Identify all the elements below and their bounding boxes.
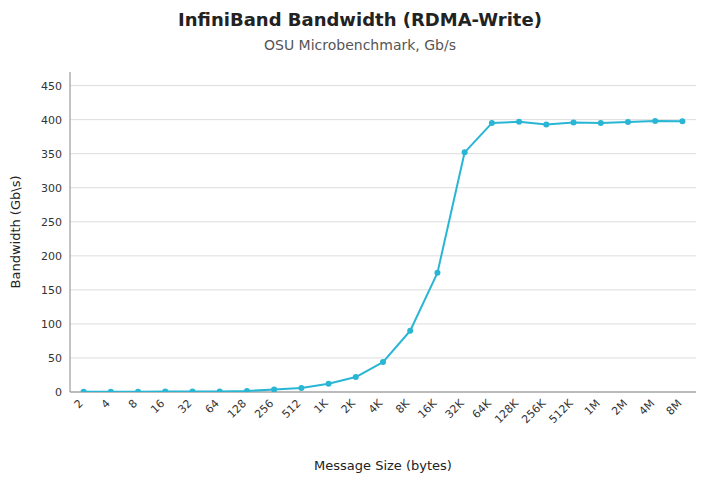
y-tick-label: 150 xyxy=(41,284,62,297)
y-tick-label: 400 xyxy=(41,114,62,127)
marker xyxy=(298,385,304,391)
marker xyxy=(135,389,141,392)
marker xyxy=(326,381,332,387)
x-tick-label: 8M xyxy=(664,397,685,418)
grid-line xyxy=(70,255,696,256)
y-tick-label: 100 xyxy=(41,318,62,331)
marker xyxy=(489,120,495,126)
marker xyxy=(679,118,685,124)
marker xyxy=(434,270,440,276)
marker xyxy=(217,388,223,392)
y-tick-label: 50 xyxy=(48,352,62,365)
grid-line xyxy=(70,119,696,120)
grid-line xyxy=(70,323,696,324)
x-tick-label: 2M xyxy=(609,397,630,418)
grid-line xyxy=(70,187,696,188)
x-tick-label: 128K xyxy=(492,396,522,426)
y-tick-label: 350 xyxy=(41,148,62,161)
y-tick-label: 300 xyxy=(41,182,62,195)
grid-line xyxy=(70,85,696,86)
series xyxy=(81,118,686,392)
x-tick-label: 64 xyxy=(203,397,222,416)
marker xyxy=(571,119,577,125)
marker xyxy=(462,149,468,155)
marker xyxy=(407,328,413,334)
marker xyxy=(625,119,631,125)
x-tick-label: 1M xyxy=(582,397,603,418)
marker xyxy=(652,118,658,124)
marker xyxy=(271,387,277,392)
marker xyxy=(380,359,386,365)
x-tick-label: 4M xyxy=(636,397,657,418)
x-tick-label: 4 xyxy=(99,397,113,411)
x-tick-label: 16 xyxy=(148,397,167,416)
marker xyxy=(162,389,168,392)
marker xyxy=(189,389,195,392)
x-tick-label: 16K xyxy=(415,396,440,421)
x-tick-label: 512K xyxy=(546,396,576,426)
grid-line xyxy=(70,221,696,222)
grid-line xyxy=(70,153,696,154)
subtitle: OSU Microbenchmark, Gb/s xyxy=(264,37,456,53)
x-tick-label: 64K xyxy=(470,396,495,421)
marker xyxy=(108,389,114,392)
y-tick-label: 200 xyxy=(41,250,62,263)
x-tick-label: 2K xyxy=(339,396,359,416)
x-tick-label: 32 xyxy=(176,397,195,416)
grid-line xyxy=(70,357,696,358)
grid-line xyxy=(70,289,696,290)
x-tick-label: 8K xyxy=(393,396,413,416)
x-tick-label: 128 xyxy=(225,397,249,421)
marker xyxy=(353,374,359,380)
y-axis xyxy=(70,72,71,392)
line xyxy=(84,121,683,392)
x-tick-label: 512 xyxy=(279,397,303,421)
x-tick-label: 4K xyxy=(366,396,386,416)
x-tick-label: 32K xyxy=(443,396,468,421)
marker xyxy=(543,121,549,127)
chart: InfiniBand Bandwidth (RDMA-Write) OSU Mic… xyxy=(0,0,720,484)
x-tick-label: 256K xyxy=(519,396,549,426)
x-tick-label: 2 xyxy=(72,397,86,411)
y-tick-label: 450 xyxy=(41,80,62,93)
y-axis-label: Bandwidth (Gb\s) xyxy=(8,176,23,289)
x-tick-label: 1K xyxy=(311,396,331,416)
x-tick-label: 8 xyxy=(126,397,140,411)
y-tick-label: 250 xyxy=(41,216,62,229)
y-tick-label: 0 xyxy=(55,386,62,399)
marker xyxy=(598,120,604,126)
title: InfiniBand Bandwidth (RDMA-Write) xyxy=(178,9,542,30)
marker xyxy=(516,119,522,125)
marker xyxy=(244,388,250,392)
x-tick-label: 256 xyxy=(252,397,276,421)
grid xyxy=(70,86,696,392)
marker xyxy=(81,389,87,392)
x-axis-label: Message Size (bytes) xyxy=(314,458,452,473)
